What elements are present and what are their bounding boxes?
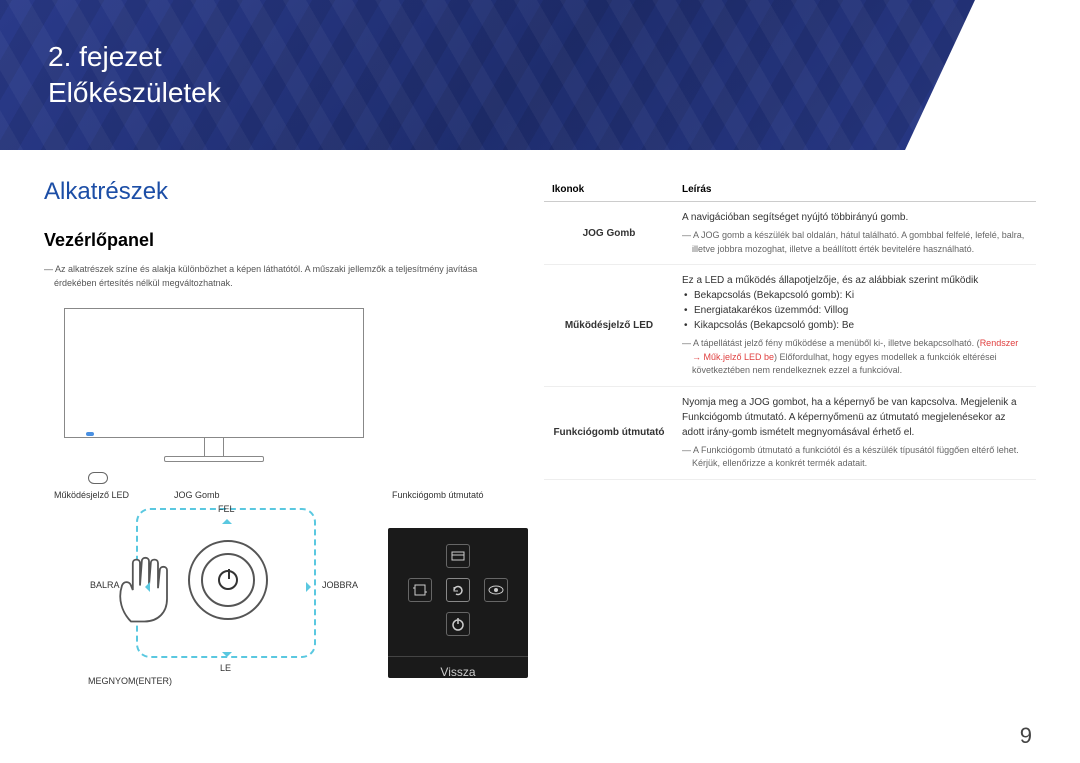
jog-inner [201, 553, 255, 607]
table-row: Funkciógomb útmutató Nyomja meg a JOG go… [544, 386, 1036, 479]
table-row: JOG Gomb A navigációban segítséget nyújt… [544, 202, 1036, 265]
chapter-number: 2. fejezet [48, 41, 162, 72]
chapter-name: Előkészületek [48, 77, 221, 108]
table-header-row: Ikonok Leírás [544, 178, 1036, 202]
dir-right-label: JOBBRA [322, 580, 358, 590]
monitor-outline [64, 308, 364, 438]
row-desc: Nyomja meg a JOG gombot, ha a képernyő b… [674, 386, 1036, 479]
monitor-base [164, 456, 264, 462]
page-content: Alkatrészek Vezérlőpanel Az alkatrészek … [0, 150, 1080, 688]
func-label: Funkciógomb útmutató [392, 490, 484, 500]
header-title: 2. fejezet Előkészületek [48, 39, 221, 112]
monitor-stand [204, 438, 224, 456]
arrow-right-icon [306, 582, 316, 592]
jog-label: JOG Gomb [174, 490, 220, 500]
fg-eye-icon [484, 578, 508, 602]
jog-note: A JOG gomb a készülék bal oldalán, hátul… [682, 229, 1028, 256]
col-desc: Leírás [674, 178, 1036, 202]
jog-small-icon [88, 472, 108, 484]
section-title: Alkatrészek [44, 178, 504, 206]
chapter-header: 2. fejezet Előkészületek [0, 0, 1080, 150]
description-table: Ikonok Leírás JOG Gomb A navigációban se… [544, 178, 1036, 480]
led-bullet-3: Kikapcsolás (Bekapcsoló gomb): Be [682, 318, 1028, 333]
left-column: Alkatrészek Vezérlőpanel Az alkatrészek … [44, 178, 534, 688]
right-column: Ikonok Leírás JOG Gomb A navigációban se… [534, 178, 1036, 688]
row-desc: A navigációban segítséget nyújtó többirá… [674, 202, 1036, 265]
fg-back-label: Vissza [388, 656, 528, 679]
arrow-up-icon [222, 514, 232, 524]
row-name: JOG Gomb [544, 202, 674, 265]
fg-menu-icon [446, 544, 470, 568]
power-icon [218, 570, 238, 590]
table-row: Működésjelző LED Ez a LED a működés álla… [544, 265, 1036, 387]
led-label: Működésjelző LED [54, 490, 129, 500]
fg-power-icon [446, 612, 470, 636]
row-desc: Ez a LED a működés állapotjelzője, és az… [674, 265, 1036, 387]
arrow-left-icon [140, 582, 150, 592]
dir-up-label: FEL [218, 504, 235, 514]
parts-note: Az alkatrészek színe és alakja különbözh… [44, 263, 504, 290]
led-note-pre: A tápellátást jelző fény működése a menü… [693, 338, 980, 348]
jog-button [188, 540, 268, 620]
row-name: Funkciógomb útmutató [544, 386, 674, 479]
press-label: MEGNYOM(ENTER) [88, 676, 172, 686]
dir-left-label: BALRA [90, 580, 120, 590]
control-diagram: Működésjelző LED JOG Gomb Funkciógomb út… [44, 308, 504, 688]
dir-down-label: LE [220, 663, 231, 673]
jog-desc: A navigációban segítséget nyújtó többirá… [682, 212, 908, 223]
page-number: 9 [1020, 723, 1032, 749]
led-bullet-2: Energiatakarékos üzemmód: Villog [682, 303, 1028, 318]
fg-source-icon [408, 578, 432, 602]
led-note: A tápellátást jelző fény működése a menü… [682, 337, 1028, 378]
subsection-title: Vezérlőpanel [44, 230, 504, 251]
func-note: A Funkciógomb útmutató a funkciótól és a… [682, 444, 1028, 471]
fg-return-icon [446, 578, 470, 602]
led-bullet-1: Bekapcsolás (Bekapcsoló gomb): Ki [682, 288, 1028, 303]
arrow-down-icon [222, 652, 232, 662]
row-name: Működésjelző LED [544, 265, 674, 387]
col-icons: Ikonok [544, 178, 674, 202]
led-indicator [86, 432, 94, 436]
led-desc: Ez a LED a működés állapotjelzője, és az… [682, 275, 978, 286]
func-desc: Nyomja meg a JOG gombot, ha a képernyő b… [682, 397, 1017, 438]
function-guide-panel: Vissza [388, 528, 528, 678]
